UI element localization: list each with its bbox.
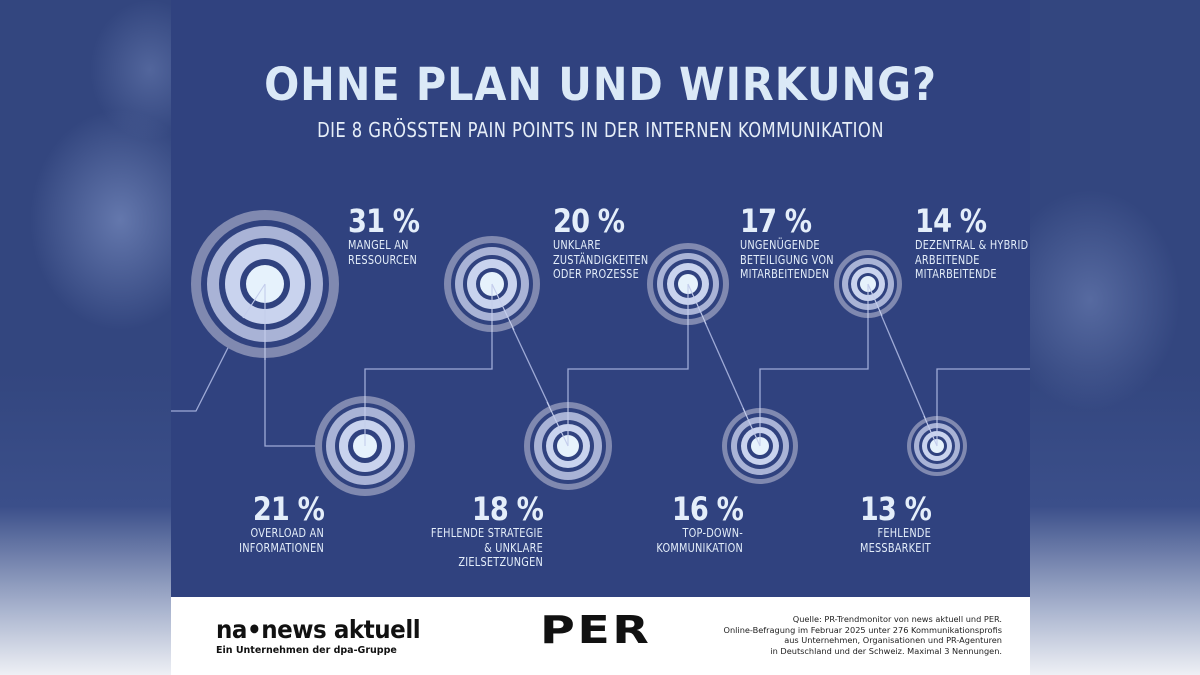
stat-ungenuegende-beteiligung: 17 % UNGENÜGENDE BETEILIGUNG VON MITARBE…: [740, 204, 930, 282]
blurred-background-left: [0, 0, 171, 675]
stat-value: 17 %: [740, 202, 812, 240]
infographic-subtitle: DIE 8 GRÖSSTEN PAIN POINTS IN DER INTERN…: [317, 118, 884, 142]
connector-lines-overlay: [242, 283, 938, 447]
stat-label: OVERLOAD AN INFORMATIONEN: [239, 525, 324, 555]
stat-label: DEZENTRAL & HYBRID ARBEITENDE MITARBEITE…: [915, 237, 1029, 281]
stat-unklare-zustaendigkeiten: 20 % UNKLARE ZUSTÄNDIGKEITEN ODER PROZES…: [553, 204, 743, 282]
stat-overload-an-informationen: 21 % OVERLOAD AN INFORMATIONEN: [134, 490, 325, 555]
stat-label: TOP-DOWN- KOMMUNIKATION: [656, 525, 743, 555]
stat-label: FEHLENDE STRATEGIE & UNKLARE ZIELSETZUNG…: [430, 525, 543, 569]
stat-value: 16 %: [671, 490, 744, 528]
stat-value: 18 %: [471, 490, 544, 528]
stat-label: FEHLENDE MESSBARKEIT: [859, 525, 931, 555]
stat-value: 13 %: [859, 490, 932, 528]
source-line: Quelle: PR-Trendmonitor von news aktuell…: [792, 614, 1002, 624]
stat-mangel-an-ressourcen: 31 % MANGEL AN RESSOURCEN: [348, 204, 538, 267]
stat-top-down-kommunikation: 16 % TOP-DOWN- KOMMUNIKATION: [553, 492, 743, 555]
stat-label: UNGENÜGENDE BETEILIGUNG VON MITARBEITEND…: [740, 237, 834, 281]
stat-value: 14 %: [915, 202, 987, 240]
footer: [171, 597, 1030, 675]
stat-value: 20 %: [553, 202, 625, 240]
source-line: aus Unternehmen, Organisationen und PR-A…: [784, 635, 1002, 645]
blurred-background-right: [1030, 0, 1200, 675]
stat-label: UNKLARE ZUSTÄNDIGKEITEN ODER PROZESSE: [553, 237, 649, 281]
stat-fehlende-strategie: 18 % FEHLENDE STRATEGIE & UNKLARE ZIELSE…: [353, 490, 544, 570]
stat-dezentral-hybrid: 14 % DEZENTRAL & HYBRID ARBEITENDE MITAR…: [915, 204, 1105, 282]
per-logo: PER: [540, 608, 652, 652]
target-16-percent: [722, 408, 798, 484]
stat-value: 21 %: [252, 490, 325, 528]
news-aktuell-logo: na•news aktuell: [216, 615, 421, 644]
news-aktuell-tagline: Ein Unternehmen der dpa-Gruppe: [216, 645, 397, 656]
stat-label: MANGEL AN RESSOURCEN: [348, 237, 418, 267]
source-line: Online-Befragung im Februar 2025 unter 2…: [723, 624, 1002, 635]
infographic-title: OHNE PLAN UND WIRKUNG?: [264, 58, 937, 111]
stat-value: 31 %: [348, 202, 420, 240]
stat-fehlende-messbarkeit: 13 % FEHLENDE MESSBARKEIT: [741, 490, 932, 555]
source-line: in Deutschland und der Schweiz. Maximal …: [770, 645, 1002, 656]
source-note: Quelle: PR-Trendmonitor von news aktuell…: [724, 614, 1002, 656]
